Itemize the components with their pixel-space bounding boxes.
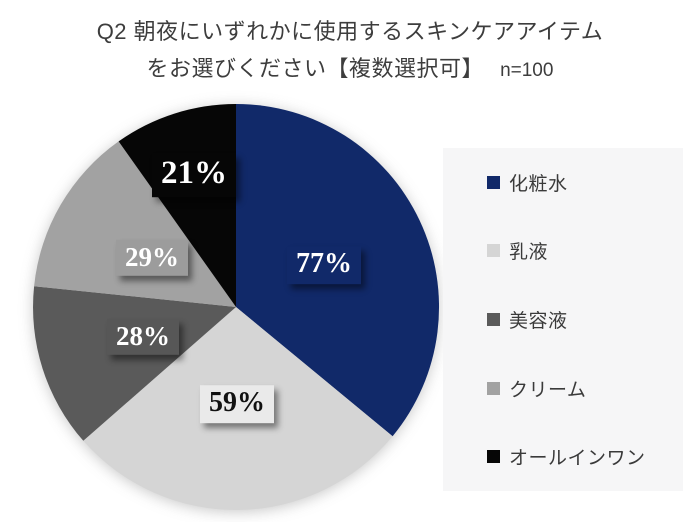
legend-item-1: 化粧水: [487, 169, 683, 196]
legend-label: クリーム: [509, 379, 587, 401]
chart-title-line-2-text: をお選びください【複数選択可】: [146, 56, 485, 81]
legend-item-5: オールインワン: [487, 443, 683, 470]
pie-data-label: 28%: [107, 318, 179, 356]
legend-label: 美容液: [509, 310, 568, 332]
legend-item-4: クリーム: [487, 375, 683, 402]
legend-swatch-icon: [487, 175, 500, 189]
pie-data-label: 77%: [287, 246, 361, 284]
pie-data-label: 21%: [152, 153, 236, 197]
legend-label: 化粧水: [509, 173, 568, 195]
pie-slice-3: [33, 286, 236, 441]
chart-title-line-1: Q2 朝夜にいずれかに使用するスキンケアアイテム: [96, 19, 604, 44]
legend-swatch-icon: [487, 450, 500, 464]
chart-title-line-2: をお選びください【複数選択可】 n=100: [0, 50, 700, 89]
legend-swatch-icon: [487, 312, 500, 326]
legend-item-3: 美容液: [487, 306, 683, 333]
sample-size: n=100: [500, 60, 554, 81]
legend-label: オールインワン: [509, 448, 646, 470]
legend-label: 乳液: [509, 242, 549, 264]
pie-data-label: 59%: [200, 385, 274, 423]
legend-item-2: 乳液: [487, 237, 683, 264]
chart-title: Q2 朝夜にいずれかに使用するスキンケアアイテム をお選びください【複数選択可】…: [0, 13, 700, 89]
legend-swatch-icon: [487, 381, 500, 395]
legend: 化粧水乳液美容液クリームオールインワン: [443, 148, 683, 491]
pie-data-label: 29%: [116, 239, 188, 277]
legend-swatch-icon: [487, 244, 500, 258]
